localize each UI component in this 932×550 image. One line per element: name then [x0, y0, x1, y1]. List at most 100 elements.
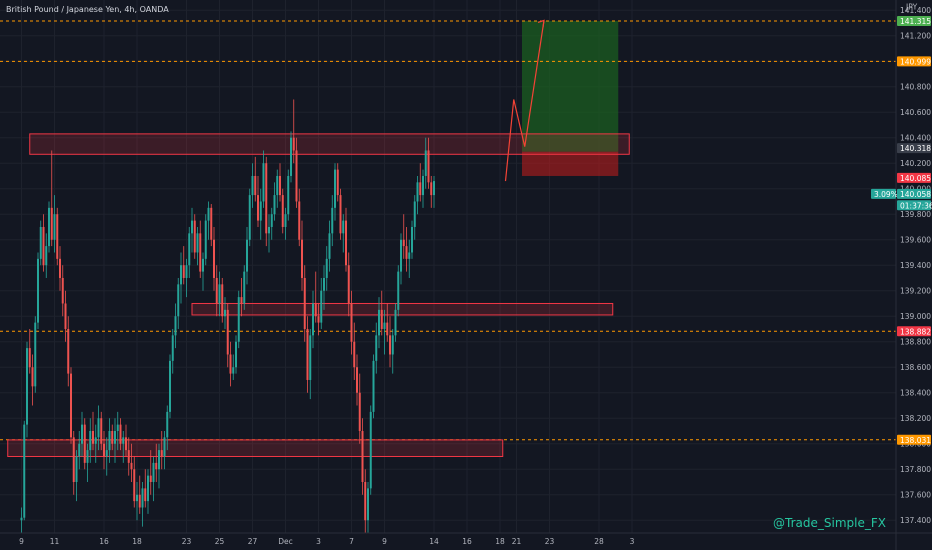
candle-body — [356, 367, 358, 393]
x-tick-label: 9 — [19, 537, 24, 546]
candle-body — [105, 450, 108, 457]
price-label-text: 140.318 — [900, 144, 931, 153]
candle-body — [199, 233, 202, 272]
candle-body — [433, 181, 435, 196]
candle — [50, 150, 53, 247]
candle-body — [240, 297, 243, 304]
candle — [361, 418, 364, 495]
price-label-text: 138.882 — [900, 327, 931, 336]
candle-body — [23, 424, 26, 518]
candle — [114, 418, 116, 463]
candle-body — [100, 418, 103, 444]
candle — [257, 175, 259, 227]
candle — [111, 424, 114, 451]
candle — [400, 233, 402, 285]
candle-body — [358, 392, 361, 431]
candle — [237, 290, 240, 349]
candle — [81, 411, 83, 457]
candle — [180, 252, 182, 304]
price-label-badge — [897, 172, 931, 183]
candle — [97, 405, 100, 451]
price-label-badge — [897, 56, 931, 67]
candle — [369, 405, 372, 495]
candle — [391, 328, 394, 374]
candle — [218, 271, 221, 317]
candle-body — [144, 488, 147, 502]
candle — [386, 303, 389, 342]
x-tick-label: 18 — [132, 537, 142, 546]
symbol-title: British Pound / Japanese Yen, 4h, OANDA — [6, 5, 169, 14]
price-label-text: 140.999 — [900, 57, 931, 66]
candle-body — [306, 328, 309, 380]
projection-arrowhead — [537, 19, 545, 28]
candle-body — [347, 265, 350, 304]
candle-body — [97, 418, 100, 438]
candle-body — [28, 348, 31, 368]
price-label-text: 01:37:36 — [900, 201, 932, 210]
candle-body — [317, 316, 320, 323]
candle — [72, 430, 75, 495]
candle — [185, 258, 188, 298]
candle-body — [108, 430, 111, 451]
candle — [424, 137, 427, 189]
price-label-badge — [897, 143, 931, 154]
candle — [229, 341, 232, 387]
y-tick-label: 141.400 — [900, 6, 931, 15]
price-label-badge — [871, 188, 896, 199]
x-tick-label: 18 — [495, 537, 505, 546]
candle-body — [235, 341, 237, 368]
y-tick-label: 139.600 — [900, 236, 931, 245]
candle-body — [419, 182, 422, 196]
candle — [408, 239, 411, 278]
candle — [130, 443, 133, 482]
candle-body — [380, 309, 383, 329]
candle-body — [369, 411, 372, 489]
x-tick-label: 16 — [99, 537, 109, 546]
candle-body — [411, 226, 413, 253]
candle-body — [416, 182, 419, 202]
candle — [61, 265, 64, 317]
candle-body — [185, 265, 188, 278]
candle-body — [122, 437, 125, 444]
candle-body — [31, 367, 34, 387]
candle-body — [163, 437, 166, 457]
candle-body — [336, 169, 339, 196]
candle — [422, 169, 424, 208]
candle-body — [298, 201, 301, 240]
candle-body — [130, 462, 133, 470]
candle — [166, 405, 169, 451]
candle-body — [37, 258, 39, 323]
candle — [158, 443, 160, 489]
candle — [270, 207, 273, 240]
candle — [204, 214, 207, 266]
candle-body — [394, 309, 397, 336]
y-tick-label: 140.200 — [900, 159, 931, 168]
x-tick-label: 11 — [50, 537, 60, 546]
candle — [39, 220, 42, 266]
candle — [378, 297, 380, 349]
candle-body — [383, 322, 386, 329]
candle — [122, 430, 125, 463]
candle — [127, 437, 130, 476]
candle — [312, 290, 314, 349]
candle — [215, 265, 218, 317]
candle-body — [402, 239, 405, 247]
candle — [405, 226, 408, 272]
candle — [174, 303, 177, 349]
candle-body — [81, 424, 83, 444]
candle — [193, 214, 196, 259]
candle-body — [92, 430, 94, 444]
candle-body — [353, 341, 356, 368]
candle-body — [229, 354, 232, 374]
candle — [309, 328, 312, 400]
candle-body — [270, 214, 273, 227]
y-tick-label: 139.400 — [900, 261, 931, 270]
candle-body — [430, 182, 433, 196]
candle-body — [75, 456, 78, 482]
candle-body — [226, 309, 229, 355]
candle — [210, 204, 213, 247]
candle-body — [64, 303, 67, 329]
x-tick-label: Dec — [278, 537, 293, 546]
